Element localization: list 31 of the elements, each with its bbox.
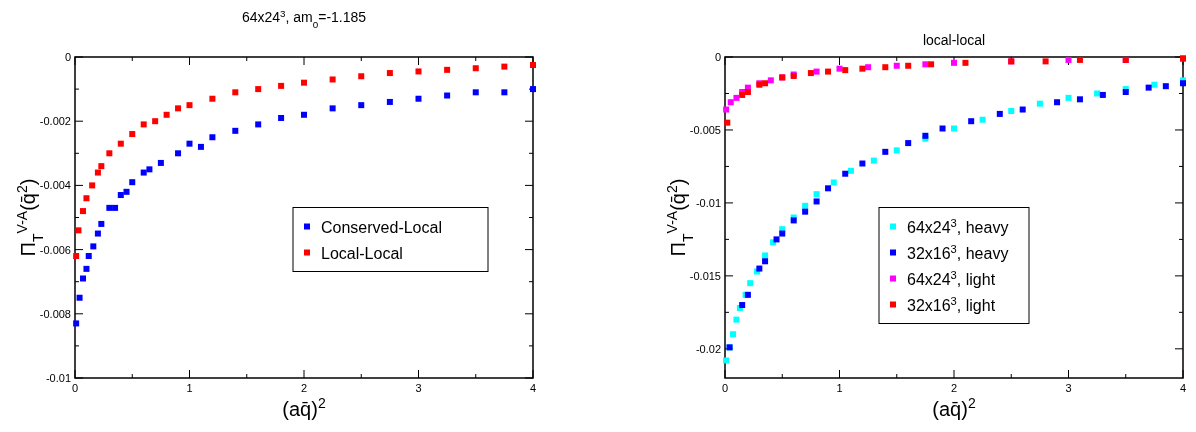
legend-label: 64x24$^{3}$, light (907, 268, 996, 288)
x-tick-label: 1 (836, 382, 843, 394)
y-tick-label: -0.005 (689, 123, 721, 136)
legend-label: Local-Local (321, 244, 403, 262)
x-tick-label: 3 (415, 382, 422, 394)
y-tick-label: 0 (64, 51, 71, 63)
x-tick-label: 4 (529, 382, 537, 394)
x-tick-label: 2 (300, 382, 308, 394)
x-tick-label: 0 (721, 382, 729, 394)
x-tick-label: 4 (1179, 382, 1187, 394)
y-tick-label: -0.015 (689, 269, 721, 282)
y-tick-label: -0.008 (39, 307, 71, 320)
x-axis-title: (aq̄)$^{2}$ (282, 395, 326, 420)
legend-label: Conserved-Local (321, 218, 442, 236)
x-tick-label: 2 (950, 382, 958, 394)
y-tick-label: -0.002 (39, 115, 71, 128)
chart-title: 64x24$^{3}$, am$_{0}$=-1.185 (241, 7, 367, 30)
legend-label: 32x16$^{3}$, light (907, 294, 996, 314)
x-tick-label: 3 (1065, 382, 1072, 394)
legend-label: 32x16$^{3}$, heavy (907, 242, 1009, 262)
y-tick-label: -0.004 (39, 179, 71, 192)
y-tick-label: -0.01 (45, 372, 71, 384)
x-tick-label: 0 (71, 382, 79, 394)
chart-title: local-local (922, 32, 986, 48)
y-tick-label: -0.01 (695, 196, 721, 209)
y-tick-label: 0 (714, 51, 721, 63)
y-tick-label: -0.006 (39, 243, 71, 256)
legend-label: 64x24$^{3}$, heavy (907, 216, 1009, 236)
x-axis-title: (aq̄)$^{2}$ (932, 395, 976, 420)
x-tick-label: 1 (186, 382, 193, 394)
y-tick-label: -0.02 (695, 342, 721, 355)
